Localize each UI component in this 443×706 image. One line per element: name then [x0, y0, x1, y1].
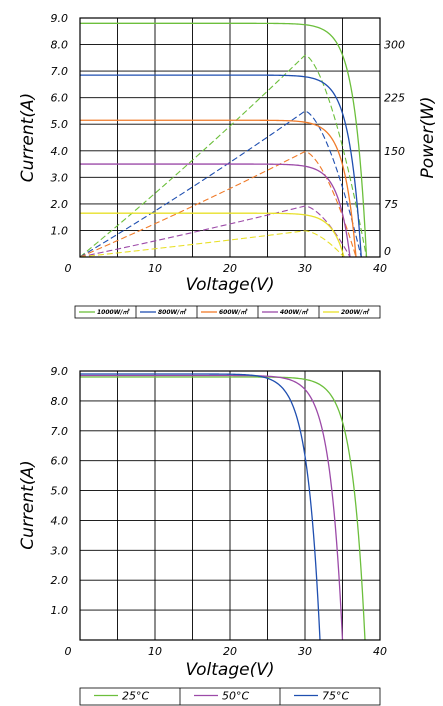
chart1-y-axis-label: Current(A)	[18, 93, 38, 182]
chart1-legend: 1000W/㎡ 800W/㎡ 600W/㎡ 400W/㎡ 200W/㎡	[74, 305, 381, 319]
chart2-y-tick-label: 5.0	[51, 485, 69, 498]
chart2-frame	[79, 370, 381, 641]
chart1-legend-label: 200W/㎡	[341, 308, 370, 316]
chart1-x-ticks: 0 10 20 30 40	[65, 262, 388, 275]
chart1-power-curve-0	[79, 54, 368, 258]
chart1-power-curve-2	[79, 151, 357, 258]
chart2-x-tick-label: 30	[298, 645, 312, 658]
chart2-y-tick-label: 9.0	[51, 365, 69, 378]
chart2-y-tick-label: 6.0	[51, 455, 69, 468]
chart1-power-curve-4	[79, 230, 345, 258]
chart1-y2-tick-label: 150	[384, 145, 405, 158]
chart2-legend-label: 75°C	[322, 690, 349, 703]
chart2-iv-curve-1	[80, 374, 344, 641]
chart1-power-curve-1	[79, 110, 362, 258]
chart2-iv-curve-2	[80, 373, 321, 641]
chart1-y-tick-label: 5.0	[51, 118, 69, 131]
chart1-y-tick-label: 8.0	[51, 39, 69, 52]
chart1-y-tick-label: 3.0	[51, 171, 69, 184]
chart1-curves	[79, 22, 368, 258]
chart2-curves	[80, 373, 366, 641]
irradiance-chart: 1.02.03.04.05.06.07.08.09.0 075150225300…	[18, 12, 438, 319]
chart2-y-tick-label: 1.0	[51, 604, 69, 617]
chart1-y2-tick-label: 300	[384, 39, 405, 52]
chart1-y-tick-label: 4.0	[51, 145, 69, 158]
chart1-y-tick-label: 9.0	[51, 12, 69, 25]
chart2-y-axis-label: Current(A)	[18, 460, 38, 549]
chart2-x-ticks: 0 10 20 30 40	[65, 645, 388, 658]
chart1-iv-curve-2	[80, 119, 357, 258]
chart1-y-tick-label: 7.0	[51, 65, 69, 78]
chart1-x-tick-label: 30	[298, 262, 312, 275]
chart1-y2-axis-label: Power(W)	[418, 96, 438, 178]
chart2-y-tick-label: 4.0	[51, 514, 69, 527]
chart1-x-tick-label: 20	[223, 262, 237, 275]
chart1-y2-tick-label: 225	[384, 92, 405, 105]
chart1-x-tick-label: 40	[373, 262, 387, 275]
chart1-legend-label: 400W/㎡	[280, 308, 309, 316]
chart1-y-ticks: 1.0 2.0 3.0 4.0 5.0 6.0 7.0 8.0 9.0	[51, 12, 69, 237]
chart2-x-tick-label: 20	[223, 645, 237, 658]
chart1-x-tick-label: 0	[65, 262, 72, 275]
chart2-legend: 25°C 50°C 75°C	[79, 687, 381, 706]
chart1-legend-label: 1000W/㎡	[97, 308, 131, 316]
chart2-iv-curve-0	[80, 376, 366, 641]
chart2-y-tick-label: 8.0	[51, 395, 69, 408]
chart2-grid	[80, 371, 380, 640]
chart1-y-tick-label: 2.0	[51, 198, 69, 211]
chart2-x-tick-label: 10	[148, 645, 162, 658]
chart2-x-tick-label: 40	[373, 645, 387, 658]
chart1-iv-curve-3	[80, 163, 351, 258]
chart2-y-tick-label: 7.0	[51, 425, 69, 438]
chart1-iv-curve-1	[80, 74, 362, 258]
chart1-y2-tick-label: 0	[384, 245, 391, 258]
chart1-x-tick-label: 10	[148, 262, 162, 275]
temperature-chart: 1.0 2.0 3.0 4.0 5.0 6.0 7.0 8.0 9.0 0 10 20 30 40 Cu…	[18, 365, 388, 706]
chart1-y2-tick-label: 75	[384, 198, 398, 211]
chart1-legend-label: 800W/㎡	[158, 308, 187, 316]
chart1-legend-box	[74, 305, 381, 319]
chart1-y-tick-label: 6.0	[51, 92, 69, 105]
chart1-power-curve-3	[79, 205, 351, 258]
chart2-legend-label: 50°C	[222, 690, 249, 703]
chart1-iv-curve-0	[80, 22, 368, 258]
chart1-x-axis-label: Voltage(V)	[186, 275, 275, 295]
chart1-y2-ticks: 0 75 150 225 300	[384, 39, 405, 258]
chart2-y-tick-label: 2.0	[51, 574, 69, 587]
chart2-y-tick-label: 3.0	[51, 544, 69, 557]
chart1-legend-label: 600W/㎡	[219, 308, 248, 316]
chart1-frame	[79, 17, 381, 258]
chart1-y-tick-label: 1.0	[51, 224, 69, 237]
chart2-legend-label: 25°C	[122, 690, 149, 703]
chart2-legend-box	[79, 687, 381, 706]
chart2-x-tick-label: 0	[65, 645, 72, 658]
chart1-iv-curve-4	[80, 212, 345, 258]
chart2-x-axis-label: Voltage(V)	[186, 660, 275, 680]
chart2-y-ticks: 1.0 2.0 3.0 4.0 5.0 6.0 7.0 8.0 9.0	[51, 365, 69, 617]
